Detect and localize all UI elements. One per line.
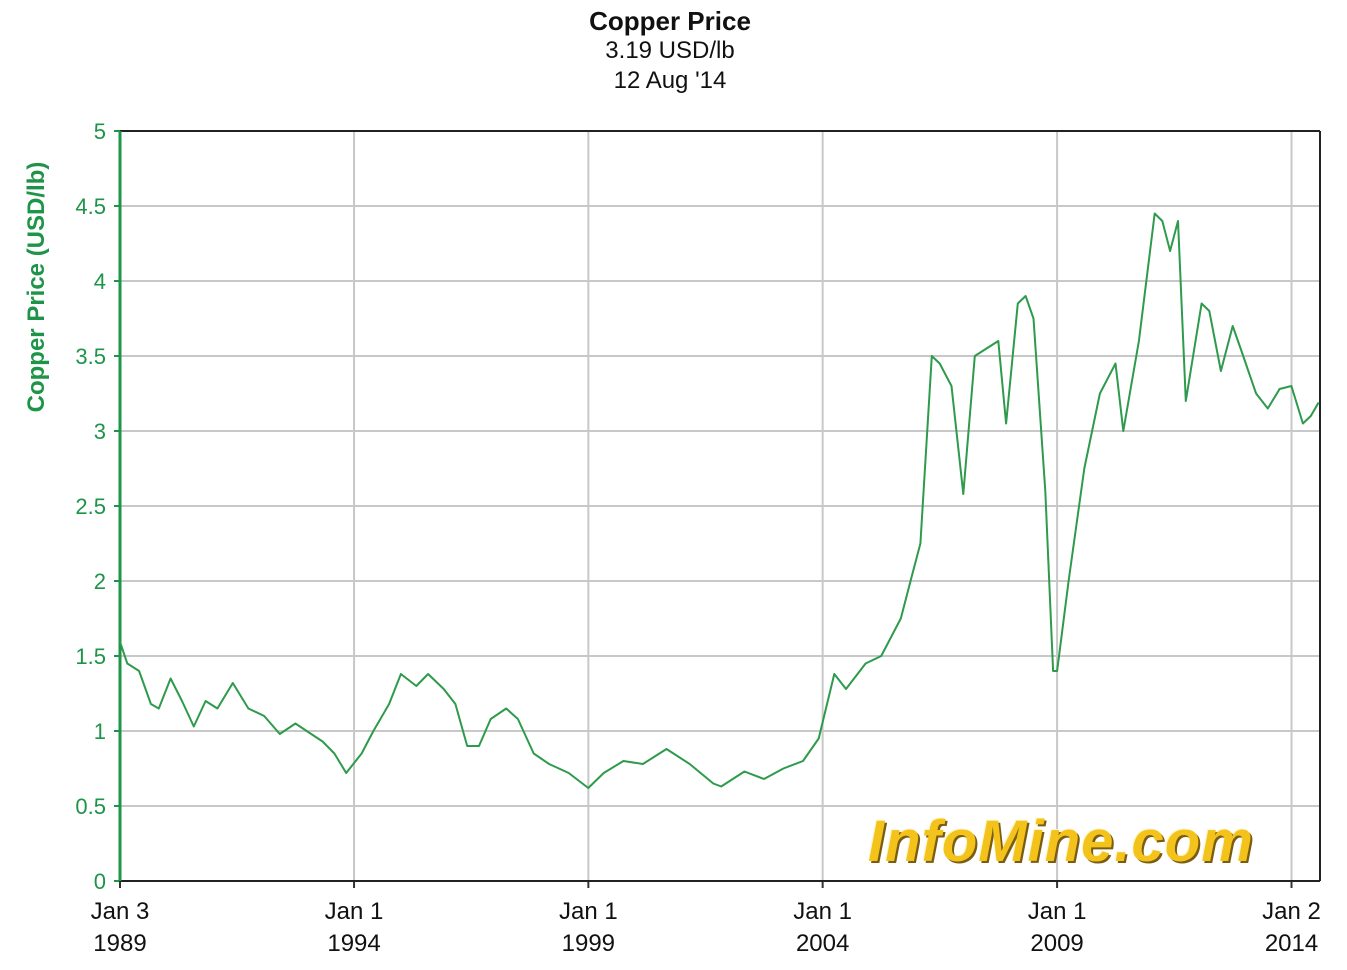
x-tick-label: 2004 — [796, 930, 849, 957]
axes — [114, 130, 1321, 888]
y-tick-label: 4 — [94, 269, 106, 294]
grid-lines — [120, 130, 1320, 881]
y-tick-label: 5 — [94, 119, 106, 144]
y-tick-label: 0 — [94, 869, 106, 894]
x-tick-label: 1994 — [327, 930, 380, 957]
y-tick-label: 3 — [94, 419, 106, 444]
infomine-logo: InfoMine.com — [868, 809, 1254, 874]
y-tick-labels: 0 0.5 1 1.5 2 2.5 3 3.5 4 4.5 5 — [75, 119, 106, 894]
copper-price-line — [118, 212, 1320, 789]
y-tick-label: 2.5 — [75, 494, 106, 519]
chart-title-block: Copper Price 3.19 USD/lb 12 Aug '14 — [0, 6, 1340, 96]
x-tick-label: Jan 3 — [91, 898, 150, 925]
x-tick-label: Jan 1 — [793, 898, 852, 925]
x-tick-label: 1999 — [562, 930, 615, 957]
chart-title: Copper Price — [589, 6, 751, 36]
x-tick-label: 1989 — [93, 930, 146, 957]
x-tick-label: Jan 1 — [325, 898, 384, 925]
x-tick-label: 2009 — [1030, 930, 1083, 957]
chart-current-date: 12 Aug '14 — [613, 67, 727, 94]
y-tick-label: 3.5 — [75, 344, 106, 369]
y-tick-label: 4.5 — [75, 194, 106, 219]
x-tick-label: Jan 1 — [1028, 898, 1087, 925]
x-tick-label: Jan 2 — [1262, 898, 1321, 925]
y-tick-label: 1 — [94, 719, 106, 744]
x-tick-labels: Jan 3 1989 Jan 1 1994 Jan 1 1999 Jan 1 2004 Jan … — [91, 898, 1321, 957]
y-tick-label: 2 — [94, 569, 106, 594]
x-tick-label: Jan 1 — [559, 898, 618, 925]
y-tick-label: 1.5 — [75, 644, 106, 669]
x-tick-label: 2014 — [1265, 930, 1318, 957]
y-tick-label: 0.5 — [75, 794, 106, 819]
chart-current-price: 3.19 USD/lb — [605, 37, 735, 64]
